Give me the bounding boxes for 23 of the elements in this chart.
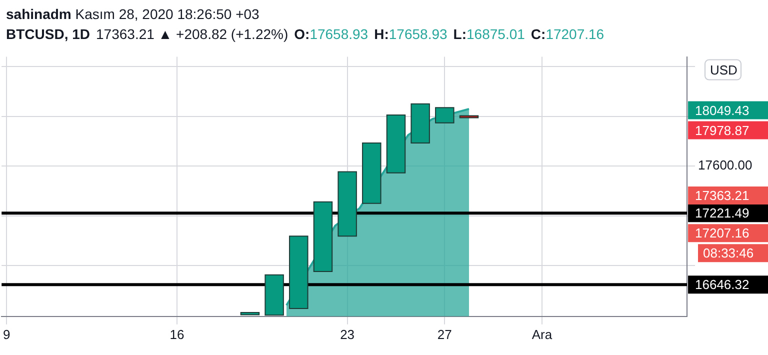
- y-tick-label: 17363.21: [695, 188, 750, 204]
- text: H:17658.93: [374, 26, 448, 42]
- x-tick-label: Ara: [532, 326, 553, 342]
- y-tick-label: 18049.43: [695, 102, 750, 118]
- ref-line-label: 16646.32: [695, 277, 750, 292]
- candlestick: [435, 107, 454, 124]
- chart-subtitle: Kasım 28, 2020 18:26:50 +03: [75, 6, 260, 22]
- text: 17207.16: [695, 226, 750, 241]
- x-tick-label: 16: [170, 326, 184, 342]
- text: L:16875.01: [453, 26, 525, 42]
- x-tick-label: 27: [437, 326, 452, 342]
- text: 17978.87: [695, 122, 750, 138]
- x-tick-label: 23: [340, 326, 355, 342]
- ref-line-label: 17221.49: [695, 206, 750, 221]
- text: USD: [710, 62, 738, 78]
- text: 08:33:46: [703, 246, 754, 261]
- x-tick-label: 9: [3, 326, 10, 342]
- text: BTCUSD, 1D: [6, 26, 90, 42]
- chart-title: sahinadm: [6, 6, 72, 22]
- y-tick-label: 17600.00: [698, 158, 752, 173]
- text: C:17207.16: [530, 26, 604, 42]
- text: 17363.21 ▲ +208.82 (+1.22%): [96, 26, 288, 42]
- text: O:17658.93: [294, 26, 368, 42]
